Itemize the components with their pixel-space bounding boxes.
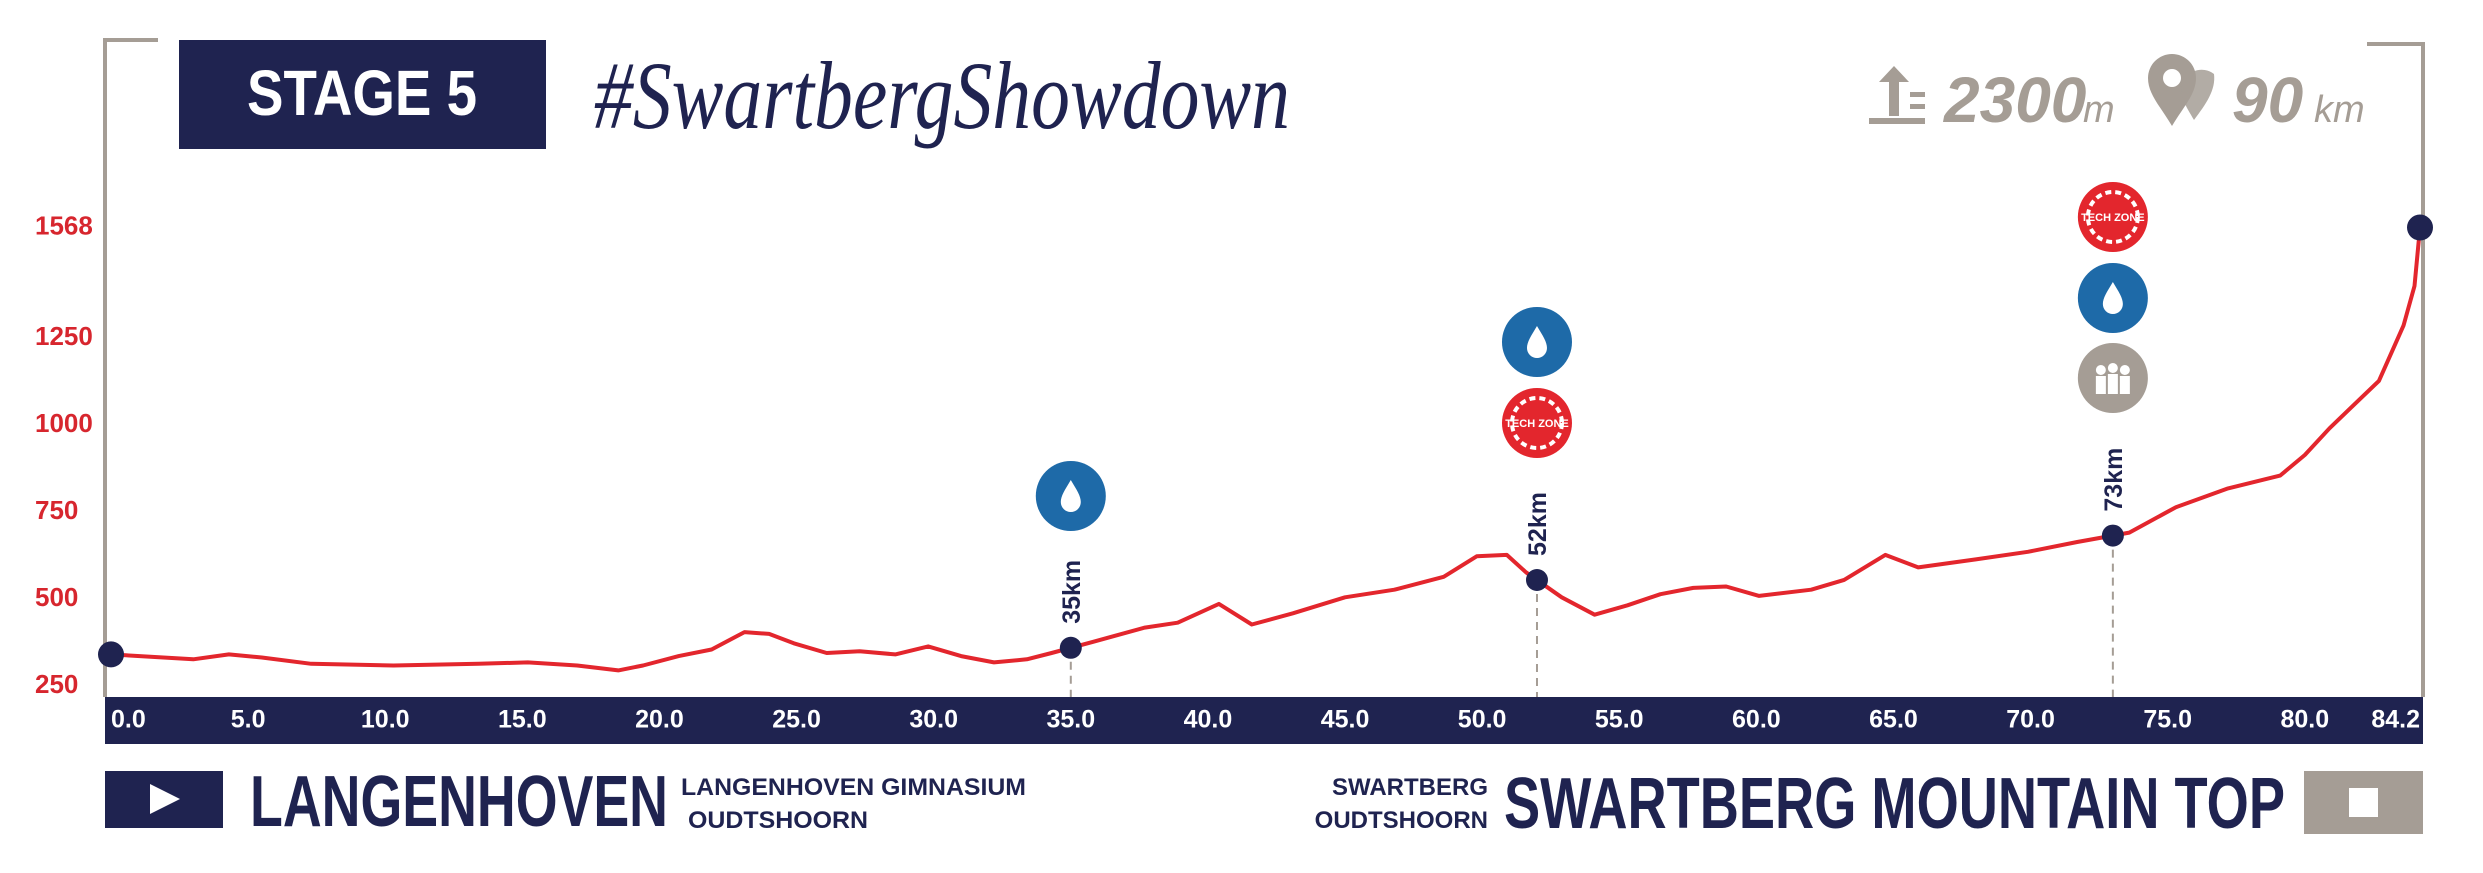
distance: 90 bbox=[2232, 64, 2303, 136]
x-tick-label: 35.0 bbox=[1046, 706, 1095, 734]
tech-zone-label: TECH ZONE bbox=[2081, 212, 2145, 224]
water-icon bbox=[2077, 263, 2148, 333]
elevation-gain-unit: m bbox=[2083, 89, 2115, 131]
x-tick-label: 30.0 bbox=[909, 706, 958, 734]
tech-zone-icon: TECH ZONE bbox=[2077, 182, 2148, 252]
y-tick-label: 1000 bbox=[35, 408, 93, 438]
icon-stack: TECH ZONE bbox=[1501, 307, 1572, 458]
x-tick-label: 15.0 bbox=[498, 706, 547, 734]
marker-dot bbox=[1525, 568, 1548, 591]
water-icon bbox=[1035, 461, 1106, 531]
marker-label: 73km bbox=[2100, 448, 2128, 512]
y-tick-label: 1250 bbox=[35, 321, 93, 351]
finish-dot bbox=[2407, 214, 2433, 241]
x-tick-label: 80.0 bbox=[2280, 706, 2329, 734]
distance-unit: km bbox=[2314, 89, 2365, 131]
start-town: OUDTSHOORN bbox=[688, 807, 868, 834]
elevation-gain: 2300 bbox=[1943, 64, 2086, 136]
tech-zone-icon: TECH ZONE bbox=[1501, 388, 1572, 458]
y-tick-label: 500 bbox=[35, 582, 78, 612]
water-icon bbox=[1501, 307, 1572, 377]
finish-name: SWARTBERG MOUNTAIN TOP bbox=[1504, 764, 2285, 844]
x-tick-label: 20.0 bbox=[635, 706, 684, 734]
finish-town: OUDTSHOORN bbox=[1315, 807, 1488, 834]
finish-venue: SWARTBERG bbox=[1332, 774, 1488, 801]
elevation-gain-icon bbox=[1869, 66, 1925, 124]
hashtag: #SwartbergShowdown bbox=[594, 42, 1290, 149]
x-tick-label: 55.0 bbox=[1595, 706, 1644, 734]
marker-dot bbox=[2101, 524, 2124, 547]
stage-title: STAGE 5 bbox=[247, 57, 477, 129]
tech-zone-label: TECH ZONE bbox=[1505, 418, 1569, 430]
x-tick-label: 84.2 bbox=[2371, 706, 2420, 734]
start-venue: LANGENHOVEN GIMNASIUM bbox=[681, 774, 1026, 801]
x-tick-label: 5.0 bbox=[231, 706, 266, 734]
y-tick-label: 250 bbox=[35, 669, 78, 699]
stage-box bbox=[179, 40, 546, 149]
marker-label: 52km bbox=[1524, 492, 1552, 556]
frame-left bbox=[103, 38, 158, 697]
x-tick-label: 70.0 bbox=[2006, 706, 2055, 734]
x-tick-label: 50.0 bbox=[1458, 706, 1507, 734]
elevation-line bbox=[110, 227, 2422, 673]
x-tick-label: 60.0 bbox=[1732, 706, 1781, 734]
marker-dot bbox=[1059, 636, 1082, 659]
x-tick-label: 65.0 bbox=[1869, 706, 1918, 734]
icon-stack bbox=[1035, 461, 1106, 531]
y-tick-label: 750 bbox=[35, 495, 78, 525]
x-tick-label: 25.0 bbox=[772, 706, 821, 734]
icon-stack: TECH ZONE bbox=[2077, 182, 2148, 413]
finish-icon bbox=[2349, 788, 2378, 817]
start-name: LANGENHOVEN bbox=[250, 762, 668, 842]
plot: 250 500 750 1000 1250 1568 0.0 5.0 10.0 15.0 20.0 2… bbox=[35, 210, 2433, 734]
x-tick-label: 40.0 bbox=[1184, 706, 1233, 734]
x-tick-label: 0.0 bbox=[111, 706, 146, 734]
start-dot bbox=[98, 641, 124, 668]
x-tick-label: 10.0 bbox=[361, 706, 410, 734]
start-icon bbox=[150, 784, 180, 814]
axis-band bbox=[105, 697, 2423, 744]
y-tick-label: 1568 bbox=[35, 210, 93, 240]
x-tick-label: 45.0 bbox=[1321, 706, 1370, 734]
distance-icon bbox=[2148, 54, 2215, 126]
x-tick-label: 75.0 bbox=[2143, 706, 2192, 734]
spectator-icon bbox=[2077, 343, 2148, 413]
frame-right bbox=[2367, 42, 2425, 697]
marker-label: 35km bbox=[1058, 560, 1086, 624]
